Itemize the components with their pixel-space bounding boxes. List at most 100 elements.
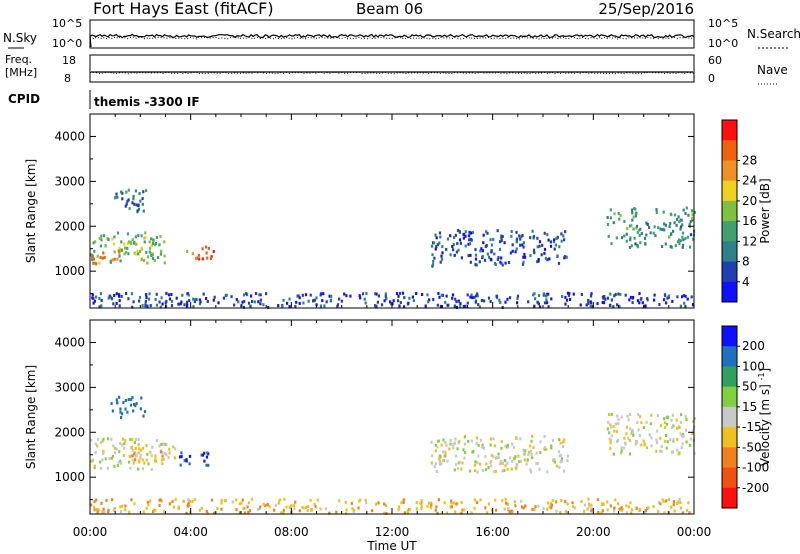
data-cell bbox=[150, 237, 153, 241]
data-cell bbox=[436, 303, 439, 307]
data-cell bbox=[458, 238, 462, 242]
data-cell bbox=[171, 500, 174, 504]
data-cell bbox=[643, 443, 646, 446]
data-cell bbox=[606, 216, 609, 219]
data-cell bbox=[126, 232, 129, 236]
data-cell bbox=[91, 458, 95, 462]
noise-tick-bottom-left: 10^0 bbox=[52, 37, 82, 50]
data-cell bbox=[678, 238, 681, 242]
data-cell bbox=[458, 439, 461, 443]
data-cell bbox=[152, 238, 155, 242]
data-cell bbox=[665, 446, 668, 450]
data-cell bbox=[659, 227, 662, 231]
data-cell bbox=[120, 294, 123, 298]
data-cell bbox=[131, 201, 134, 205]
data-cell bbox=[131, 438, 134, 442]
data-cell bbox=[653, 225, 656, 229]
data-cell bbox=[685, 418, 688, 421]
data-cell bbox=[466, 293, 469, 297]
data-cell bbox=[691, 218, 694, 222]
data-cell bbox=[137, 438, 140, 442]
data-cell bbox=[515, 237, 519, 241]
data-cell bbox=[655, 211, 658, 214]
data-cell bbox=[470, 439, 473, 443]
data-cell bbox=[434, 233, 437, 237]
data-cell bbox=[133, 502, 136, 506]
data-cell bbox=[613, 506, 616, 510]
data-cell bbox=[298, 296, 301, 300]
data-cell bbox=[155, 459, 158, 463]
data-cell bbox=[648, 226, 651, 229]
data-cell bbox=[137, 234, 140, 237]
data-cell bbox=[121, 197, 124, 201]
data-cell bbox=[522, 245, 525, 249]
data-cell bbox=[463, 442, 467, 446]
data-cell bbox=[469, 242, 472, 246]
data-cell bbox=[443, 454, 446, 458]
data-cell bbox=[563, 238, 566, 242]
data-cell bbox=[106, 437, 110, 441]
data-cell bbox=[689, 233, 693, 237]
data-cell bbox=[328, 294, 331, 298]
data-cell bbox=[538, 240, 542, 244]
data-cell bbox=[609, 447, 612, 451]
data-cell bbox=[288, 297, 291, 301]
data-cell bbox=[202, 292, 205, 296]
data-cell bbox=[513, 500, 516, 504]
data-cell bbox=[463, 435, 466, 439]
data-cell bbox=[536, 260, 539, 264]
data-cell bbox=[517, 454, 520, 458]
data-cell bbox=[96, 254, 99, 258]
data-cell bbox=[358, 499, 361, 503]
data-cell bbox=[620, 506, 623, 510]
data-cell bbox=[664, 294, 667, 298]
data-cell bbox=[617, 292, 620, 296]
data-cell bbox=[180, 455, 183, 459]
data-cell bbox=[610, 434, 613, 438]
data-cell bbox=[524, 449, 527, 453]
data-cell bbox=[440, 293, 443, 297]
data-cell bbox=[469, 231, 472, 235]
data-cell bbox=[500, 239, 503, 243]
data-cell bbox=[434, 449, 437, 453]
data-cell bbox=[420, 507, 423, 511]
y-tick-label: 3000 bbox=[54, 380, 85, 394]
data-cell bbox=[160, 296, 163, 300]
data-cell bbox=[324, 507, 327, 511]
data-cell bbox=[619, 292, 622, 296]
colorbar-tick-label: 24 bbox=[742, 174, 757, 188]
data-cell bbox=[633, 207, 636, 211]
data-cell bbox=[587, 301, 590, 305]
data-cell bbox=[118, 293, 121, 297]
data-cell bbox=[490, 460, 493, 463]
data-cell bbox=[463, 456, 466, 460]
data-cell bbox=[115, 398, 118, 402]
data-cell bbox=[141, 202, 144, 206]
data-cell bbox=[144, 300, 147, 303]
data-cell bbox=[206, 451, 209, 455]
data-cell bbox=[217, 301, 220, 305]
data-cell bbox=[161, 302, 164, 306]
data-cell bbox=[144, 231, 147, 235]
data-cell bbox=[172, 445, 175, 449]
data-cell bbox=[569, 298, 572, 301]
data-cell bbox=[494, 469, 498, 473]
data-cell bbox=[482, 233, 485, 237]
data-cell bbox=[438, 460, 442, 464]
data-cell bbox=[630, 511, 633, 515]
data-cell bbox=[503, 469, 506, 472]
data-cell bbox=[677, 452, 680, 456]
data-cell bbox=[614, 292, 617, 296]
data-cell bbox=[519, 237, 522, 241]
data-cell bbox=[617, 422, 620, 425]
data-cell bbox=[145, 458, 148, 462]
velocity-colorbar: 200 100 50 15 -15 -50 -100 -200 bbox=[721, 325, 769, 509]
data-cell bbox=[398, 304, 401, 308]
data-cell bbox=[123, 242, 126, 246]
data-cell bbox=[220, 507, 223, 511]
data-cell bbox=[110, 297, 114, 301]
data-cell bbox=[149, 246, 152, 250]
data-cell bbox=[100, 304, 103, 308]
data-cell bbox=[637, 428, 640, 432]
data-cell bbox=[142, 414, 145, 418]
